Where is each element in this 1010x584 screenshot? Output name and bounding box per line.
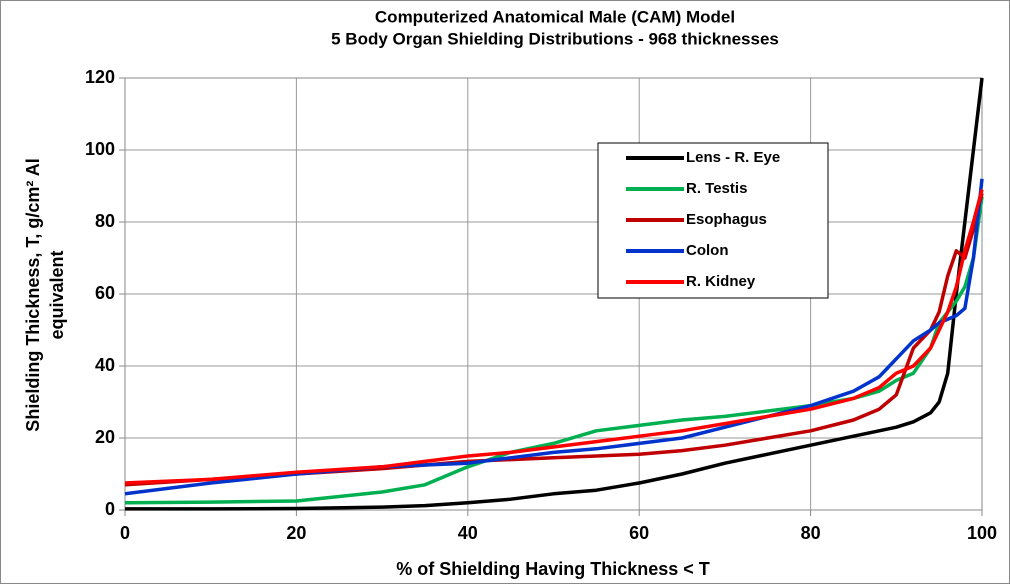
legend-label: Colon [686, 242, 729, 259]
x-tick-label: 40 [458, 523, 478, 543]
x-axis-label: % of Shielding Having Thickness < T [396, 559, 710, 579]
y-tick-label: 120 [85, 67, 115, 87]
chart-title: Computerized Anatomical Male (CAM) Model [375, 7, 735, 26]
x-tick-label: 60 [629, 523, 649, 543]
y-axis-label: Shielding Thickness, T, g/cm² Al [23, 158, 43, 431]
legend-label: R. Testis [686, 180, 747, 197]
y-tick-label: 80 [95, 211, 115, 231]
y-tick-label: 20 [95, 427, 115, 447]
y-axis-label: equivalent [47, 250, 67, 339]
legend-label: R. Kidney [686, 273, 756, 290]
legend-label: Lens - R. Eye [686, 149, 780, 166]
y-tick-label: 0 [105, 499, 115, 519]
chart-subtitle: 5 Body Organ Shielding Distributions - 9… [331, 29, 779, 48]
y-tick-label: 60 [95, 283, 115, 303]
x-tick-label: 100 [967, 523, 997, 543]
x-tick-label: 80 [801, 523, 821, 543]
plot-area [124, 77, 983, 511]
y-tick-label: 40 [95, 355, 115, 375]
legend-label: Esophagus [686, 211, 767, 228]
x-tick-label: 0 [120, 523, 130, 543]
y-tick-label: 100 [85, 139, 115, 159]
series-line [124, 189, 984, 485]
x-tick-label: 20 [286, 523, 306, 543]
series-line [125, 77, 984, 511]
